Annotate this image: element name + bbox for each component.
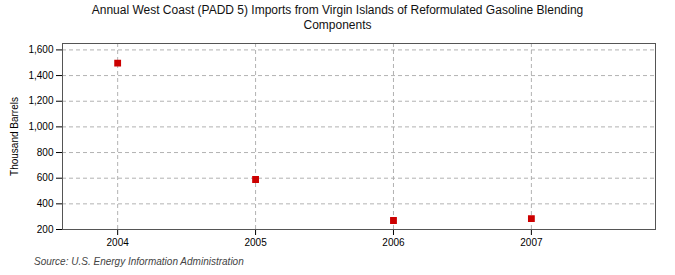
svg-text:400: 400: [37, 198, 54, 209]
svg-text:2004: 2004: [107, 237, 130, 248]
svg-text:200: 200: [37, 224, 54, 235]
svg-text:1,200: 1,200: [28, 95, 53, 106]
svg-text:1,400: 1,400: [28, 70, 53, 81]
html-text:Source: U.S. Energy Informatio: Source: U.S. Energy Information Administ…: [34, 256, 244, 267]
svg-text:1,000: 1,000: [28, 121, 53, 132]
svg-text:2006: 2006: [382, 237, 405, 248]
svg-text:800: 800: [37, 147, 54, 158]
svg-text:600: 600: [37, 172, 54, 183]
html-text:Annual West Coast (PADD 5) Imp: Annual West Coast (PADD 5) Imports from …: [91, 3, 584, 32]
svg-text:2005: 2005: [244, 237, 267, 248]
svg-text:Thousand Barrels: Thousand Barrels: [9, 97, 20, 176]
svg-text:2007: 2007: [520, 237, 543, 248]
svg-text:1,600: 1,600: [28, 44, 53, 55]
